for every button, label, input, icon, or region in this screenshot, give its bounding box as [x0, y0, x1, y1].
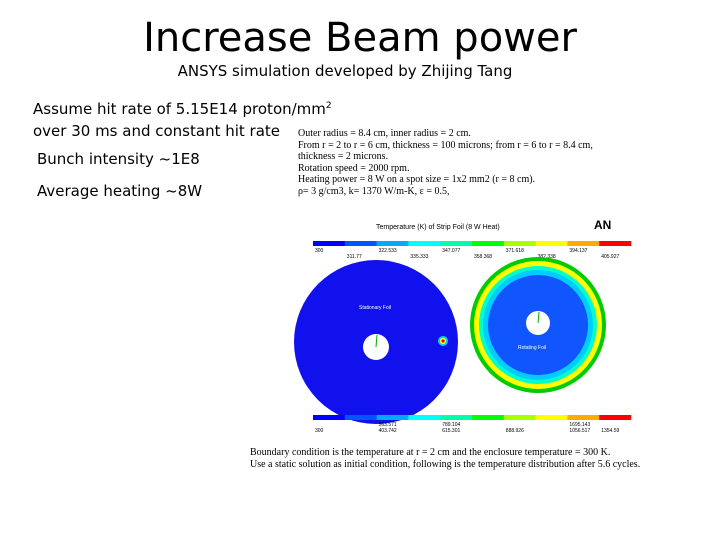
scale-tick-label: 405.927 — [601, 254, 619, 260]
scale-tick-label: 394.137 — [569, 248, 587, 254]
hit-rate-line-1: Assume hit rate of 5.15E14 proton/mm — [33, 100, 326, 118]
scale-tick-label: 300 — [315, 428, 324, 434]
spec-line: ρ= 3 g/cm3, k= 1370 W/m-K, ε = 0.5, — [298, 185, 450, 197]
caption-line: Use a static solution as initial conditi… — [250, 458, 641, 470]
scale-tick-label: 1056.517 — [569, 428, 590, 434]
stationary-foil-axis — [375, 334, 378, 348]
hit-rate-line-2: over 30 ms and constant hit rate — [33, 122, 281, 140]
bottom-scale-labels: 563.571 789.104 1695.143 300 403.742 615.301 8… — [315, 422, 619, 434]
rotating-foil-axis — [537, 311, 540, 324]
scale-swatch — [344, 241, 377, 246]
scale-swatch — [567, 241, 600, 246]
scale-tick-label: 335.333 — [410, 254, 428, 260]
scale-swatch — [535, 241, 568, 246]
scale-swatch — [599, 415, 632, 420]
scale-tick-label: 347.077 — [442, 248, 460, 254]
scale-tick-label: 403.742 — [379, 428, 397, 434]
figure-heading: Temperature (K) of Strip Foil (8 W Heat) — [376, 224, 500, 231]
scale-tick-label: 1354.59 — [601, 428, 619, 434]
spec-line: From r = 2 to r = 6 cm, thickness = 100 … — [298, 139, 593, 151]
scale-tick-label: 322.533 — [379, 248, 397, 254]
figure-caption: Boundary condition is the temperature at… — [250, 447, 710, 470]
scale-tick-label: 300 — [315, 248, 324, 254]
caption-line: Boundary condition is the temperature at… — [250, 447, 611, 458]
scale-tick-label: 358.368 — [474, 254, 492, 260]
bunch-intensity-text: Bunch intensity ~1E8 — [37, 150, 200, 168]
average-heating-text: Average heating ~8W — [37, 182, 203, 200]
hit-rate-superscript: 2 — [325, 101, 332, 111]
scale-swatch — [440, 415, 473, 420]
scale-tick-label: 888.926 — [506, 428, 524, 434]
scale-swatch — [408, 241, 441, 246]
slide-subtitle: ANSYS simulation developed by Zhijing Ta… — [177, 62, 513, 80]
scale-swatch — [472, 241, 505, 246]
scale-swatch — [535, 415, 568, 420]
stationary-foil-label: Stationary Foil — [359, 305, 391, 311]
bottom-color-scale — [313, 415, 632, 420]
hit-rate-text: Assume hit rate of 5.15E14 proton/mm2 ov… — [33, 95, 332, 142]
beam-spot-core — [441, 339, 445, 343]
scale-swatch — [376, 415, 409, 420]
scale-swatch — [567, 415, 600, 420]
scale-swatch — [344, 415, 377, 420]
spec-line: Rotation speed = 2000 rpm. — [298, 162, 410, 174]
simulation-parameters: Outer radius = 8.4 cm, inner radius = 2 … — [298, 128, 638, 197]
spec-line: Heating power = 8 W on a spot size = 1x2… — [298, 174, 536, 185]
top-scale-labels: 300 322.533 347.077 371.618 394.137 311.77 335… — [315, 248, 619, 260]
scale-tick-label: 382.338 — [538, 254, 556, 260]
rotating-foil-label: Rotating Foil — [518, 345, 546, 351]
scale-swatch — [313, 415, 346, 420]
scale-tick-label: 563.571 — [379, 422, 397, 428]
temperature-figure: Temperature (K) of Strip Foil (8 W Heat)… — [291, 217, 633, 443]
scale-swatch — [503, 415, 536, 420]
top-color-scale — [313, 241, 632, 246]
scale-swatch — [408, 415, 441, 420]
spec-line: Outer radius = 8.4 cm, inner radius = 2 … — [298, 128, 471, 139]
scale-swatch — [313, 241, 346, 246]
scale-swatch — [503, 241, 536, 246]
scale-tick-label: 371.618 — [506, 248, 524, 254]
scale-swatch — [440, 241, 473, 246]
scale-tick-label: 615.301 — [442, 428, 460, 434]
slide-title: Increase Beam power — [143, 15, 577, 61]
scale-swatch — [472, 415, 505, 420]
scale-tick-label: 311.77 — [347, 254, 362, 260]
scale-swatch — [376, 241, 409, 246]
scale-tick-label: 789.104 — [442, 422, 460, 428]
spec-line: thickness = 2 microns. — [298, 151, 389, 162]
scale-tick-label: 1695.143 — [569, 422, 590, 428]
ansys-logo: AN — [594, 218, 611, 232]
scale-swatch — [599, 241, 632, 246]
